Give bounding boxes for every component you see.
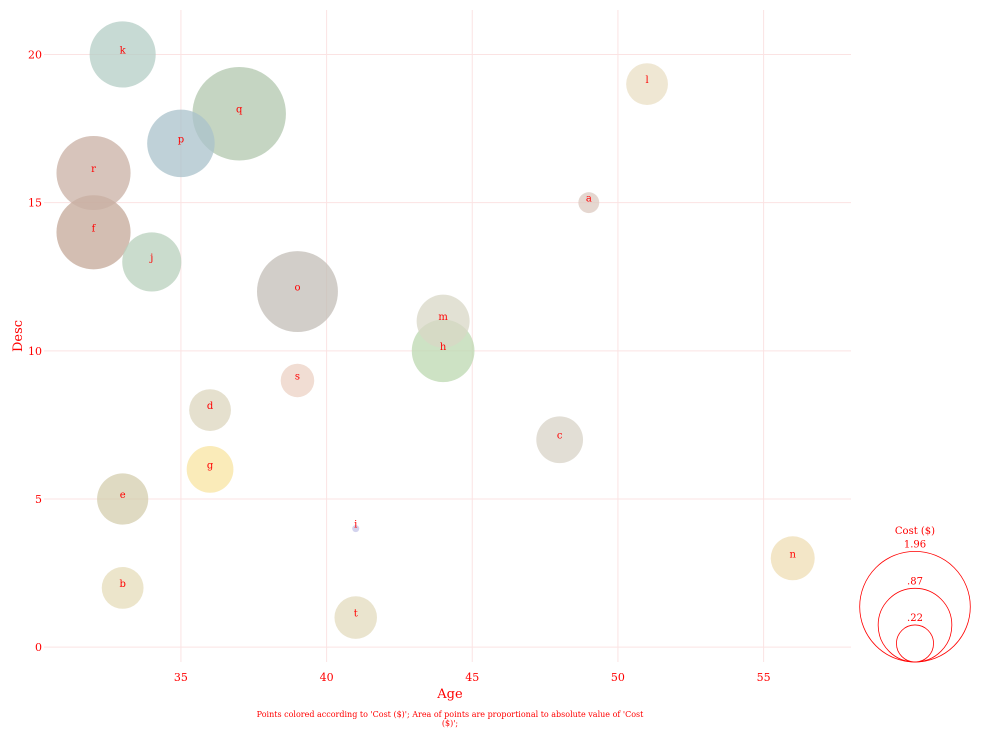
point-labels-layer: a b c d e f g h i j k l m n o p q r s t	[91, 45, 796, 619]
points-layer	[56, 21, 815, 639]
bubble-e	[97, 473, 149, 525]
bubble-t	[334, 596, 378, 639]
size-legend-value: .87	[907, 576, 923, 587]
size-legend-circle	[859, 551, 971, 663]
x-tick-label: 55	[757, 671, 771, 684]
x-tick-label: 40	[320, 671, 334, 684]
bubble-label-q: q	[236, 105, 243, 116]
y-tick-labels: 0 5 10 15 20	[28, 48, 42, 654]
size-legend-circle	[896, 624, 934, 663]
bubble-s	[280, 363, 315, 398]
bubble-label-o: o	[294, 283, 300, 294]
bubble-a	[578, 192, 600, 214]
bubble-label-a: a	[586, 194, 592, 205]
x-tick-label: 50	[611, 671, 625, 684]
bubble-label-r: r	[91, 164, 96, 175]
bubble-d	[189, 389, 231, 431]
bubble-label-c: c	[557, 431, 563, 442]
x-tick-label: 45	[465, 671, 479, 684]
bubble-r	[56, 135, 131, 211]
size-legend-title: Cost ($)	[895, 526, 935, 537]
bubble-label-m: m	[438, 312, 448, 323]
x-axis-title: Age	[436, 687, 463, 702]
bubble-k	[89, 21, 156, 88]
bubble-label-j: j	[149, 253, 153, 264]
y-tick-label: 10	[28, 345, 42, 358]
size-legend-value: .22	[907, 613, 923, 624]
y-tick-label: 15	[28, 197, 42, 210]
bubble-label-k: k	[120, 45, 127, 56]
bubble-label-g: g	[207, 460, 214, 471]
bubble-i	[352, 525, 360, 533]
y-axis-title: Desc	[11, 320, 26, 352]
bubble-g	[186, 445, 234, 493]
x-tick-label: 35	[174, 671, 188, 684]
bubble-j	[122, 232, 182, 292]
bubble-q	[192, 66, 286, 161]
chart-footnote: Points colored according to 'Cost ($)'; …	[256, 710, 644, 728]
size-legend-circles: 1.96 .87 .22	[859, 539, 971, 663]
bubble-f	[56, 195, 131, 270]
bubble-label-e: e	[120, 490, 126, 501]
bubble-label-i: i	[354, 520, 357, 531]
y-tick-label: 0	[35, 641, 42, 654]
bubble-label-l: l	[645, 75, 648, 86]
bubble-c	[536, 416, 584, 464]
bubble-label-p: p	[178, 134, 184, 145]
size-legend: Cost ($) 1.96 .87 .22	[859, 526, 971, 663]
bubble-p	[147, 109, 215, 178]
bubble-label-n: n	[790, 549, 797, 560]
bubble-o	[256, 251, 338, 333]
x-tick-labels: 35 40 45 50 55	[174, 671, 771, 684]
bubble-n	[770, 536, 815, 581]
bubble-label-t: t	[354, 609, 358, 620]
bubble-label-s: s	[295, 371, 300, 382]
bubble-label-f: f	[92, 223, 97, 234]
footnote-container: Points colored according to 'Cost ($)'; …	[256, 710, 644, 728]
y-tick-label: 5	[35, 493, 42, 506]
bubble-b	[101, 567, 144, 609]
bubble-l	[626, 63, 668, 105]
y-tick-label: 20	[28, 48, 42, 61]
size-legend-value: 1.96	[904, 539, 926, 550]
bubble-label-h: h	[440, 342, 447, 353]
bubble-m	[416, 294, 470, 348]
bubble-label-b: b	[119, 579, 125, 590]
grid-layer	[44, 10, 851, 662]
bubble-label-d: d	[207, 401, 214, 412]
